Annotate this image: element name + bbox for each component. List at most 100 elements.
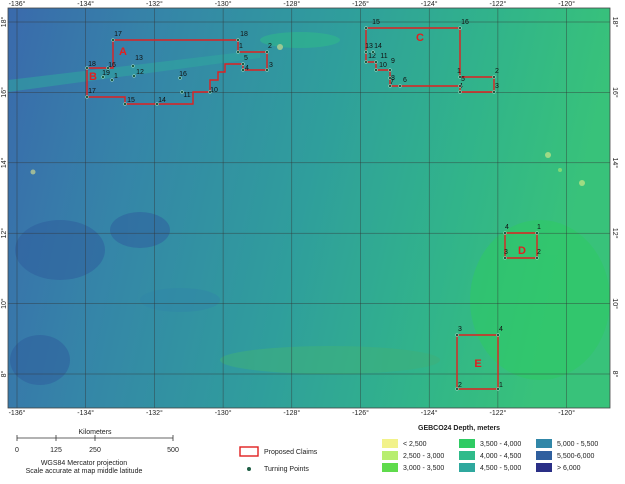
lat-label-left: 8° <box>0 370 8 377</box>
turning-point-label: 12 <box>136 69 144 76</box>
turning-point <box>503 231 507 235</box>
turning-point-label: 13 <box>365 43 373 50</box>
depth-label: 4,500 - 5,000 <box>480 465 521 472</box>
lat-label-left: 16° <box>0 87 8 98</box>
lat-label-right: 8° <box>611 371 619 378</box>
turning-point <box>178 76 182 80</box>
lon-label-top: -130° <box>215 0 232 8</box>
lat-label-right: 16° <box>611 87 619 98</box>
depth-swatch <box>536 451 552 460</box>
lat-label-right: 12° <box>611 228 619 239</box>
turning-point-label: 8 <box>391 75 395 82</box>
turning-point-label: 4 <box>505 224 509 231</box>
turning-point <box>455 387 459 391</box>
lon-label-bottom: -124° <box>421 409 438 417</box>
turning-point <box>388 68 392 72</box>
claim-letter: E <box>474 358 481 370</box>
depth-label: 5,000 - 5,500 <box>557 441 598 448</box>
turning-point <box>374 68 378 72</box>
turning-point-label: 14 <box>374 43 382 50</box>
claim-letter: A <box>119 46 127 58</box>
turning-point <box>364 50 368 54</box>
turning-point <box>155 102 159 106</box>
lon-label-bottom: -136° <box>9 409 26 417</box>
turning-point <box>101 75 105 79</box>
turning-point <box>85 66 89 70</box>
lon-label-top: -134° <box>77 0 94 8</box>
turning-point-label: 1 <box>239 43 243 50</box>
points-symbol-label: Turning Points <box>264 466 309 473</box>
turning-point <box>208 90 212 94</box>
turning-point <box>106 66 110 70</box>
turning-point <box>265 50 269 54</box>
turning-point <box>85 95 89 99</box>
depth-label: < 2,500 <box>403 441 427 448</box>
depth-swatch <box>382 451 398 460</box>
turning-point-label: 7 <box>390 79 394 86</box>
lat-label-left: 12° <box>0 228 8 239</box>
claim-letter: D <box>518 245 526 257</box>
lat-label-left: 14° <box>0 157 8 168</box>
depth-swatch <box>382 463 398 472</box>
turning-point-label: 10 <box>379 62 387 69</box>
turning-point <box>388 84 392 88</box>
lon-label-top: -122° <box>489 0 506 8</box>
turning-point-label: 1 <box>457 68 461 75</box>
scale-tick-label: 250 <box>89 447 101 454</box>
claims-symbol <box>239 446 259 457</box>
turning-point-label: 17 <box>114 31 122 38</box>
turning-point-label: 11 <box>183 92 190 99</box>
lon-label-bottom: -126° <box>352 409 369 417</box>
turning-point <box>110 78 114 82</box>
turning-point-label: 16 <box>461 19 469 26</box>
depth-label: 3,000 - 3,500 <box>403 465 444 472</box>
lat-label-right: 18° <box>611 17 619 28</box>
lon-label-bottom: -132° <box>146 409 163 417</box>
depth-label: 5,500-6,000 <box>557 453 594 460</box>
turning-point-label: 3 <box>458 326 462 333</box>
lat-label-left: 18° <box>0 17 8 28</box>
turning-point <box>265 68 269 72</box>
turning-point <box>180 90 184 94</box>
turning-point-label: 3 <box>269 62 273 69</box>
lat-label-right: 14° <box>611 158 619 169</box>
scale-tick-label: 500 <box>167 447 179 454</box>
turning-point <box>388 76 392 80</box>
depth-label: 3,500 - 4,000 <box>480 441 521 448</box>
lat-label-right: 10° <box>611 298 619 309</box>
turning-point <box>458 90 462 94</box>
turning-point-label: 18 <box>240 31 248 38</box>
turning-point-label: 13 <box>135 55 143 62</box>
turning-point-label: 19 <box>102 70 110 77</box>
lon-label-bottom: -122° <box>489 409 506 417</box>
points-symbol <box>247 467 251 471</box>
turning-point-label: 15 <box>372 19 380 26</box>
depth-swatch <box>459 451 475 460</box>
turning-point <box>535 231 539 235</box>
turning-point <box>132 74 136 78</box>
turning-point-label: 4 <box>245 65 249 72</box>
turning-point <box>455 333 459 337</box>
depth-label: > 6,000 <box>557 465 581 472</box>
turning-point-label: 3 <box>495 83 499 90</box>
lon-label-top: -136° <box>9 0 26 8</box>
turning-point-label: 2 <box>495 68 499 75</box>
depth-swatch <box>459 463 475 472</box>
map-frame <box>7 7 611 409</box>
turning-point <box>458 75 462 79</box>
scale-title: Kilometers <box>78 429 112 436</box>
depth-label: 4,000 - 4,500 <box>480 453 521 460</box>
turning-point <box>111 38 115 42</box>
turning-point-label: 2 <box>458 382 462 389</box>
lon-label-top: -132° <box>146 0 163 8</box>
turning-point <box>458 84 462 88</box>
depth-label: 2,500 - 3,000 <box>403 453 444 460</box>
depth-swatch <box>536 439 552 448</box>
depth-swatch <box>382 439 398 448</box>
turning-point-label: 18 <box>88 61 96 68</box>
claims-symbol-label: Proposed Claims <box>264 449 318 456</box>
claim-letter: B <box>89 71 97 83</box>
lon-label-top: -124° <box>421 0 438 8</box>
lon-label-bottom: -128° <box>283 409 300 417</box>
